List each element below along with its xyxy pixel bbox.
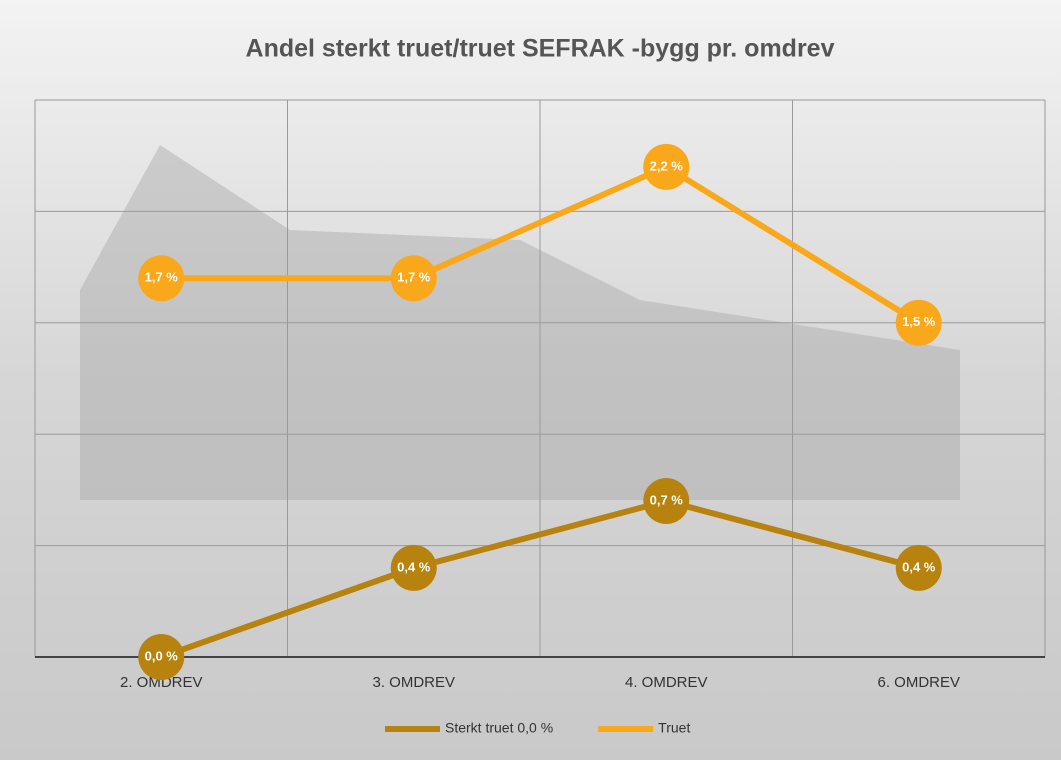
x-tick-label: 3. OMDREV xyxy=(372,674,455,691)
legend-label: Truet xyxy=(658,720,690,736)
data-label: 0,4 % xyxy=(397,559,431,574)
x-tick-label: 6. OMDREV xyxy=(877,674,960,691)
data-label: 0,0 % xyxy=(145,648,179,663)
data-label: 1,7 % xyxy=(397,270,431,285)
legend-label: Sterkt truet 0,0 % xyxy=(445,720,553,736)
x-tick-label: 4. OMDREV xyxy=(625,674,708,691)
chart: Andel sterkt truet/truet SEFRAK -bygg pr… xyxy=(0,0,1061,760)
data-label: 0,4 % xyxy=(902,559,936,574)
data-label: 0,7 % xyxy=(650,492,684,507)
data-label: 1,7 % xyxy=(145,270,179,285)
data-label: 2,2 % xyxy=(650,158,684,173)
page: Andel sterkt truet/truet SEFRAK -bygg pr… xyxy=(0,0,1061,760)
chart-title: Andel sterkt truet/truet SEFRAK -bygg pr… xyxy=(246,35,835,63)
data-label: 1,5 % xyxy=(902,314,936,329)
